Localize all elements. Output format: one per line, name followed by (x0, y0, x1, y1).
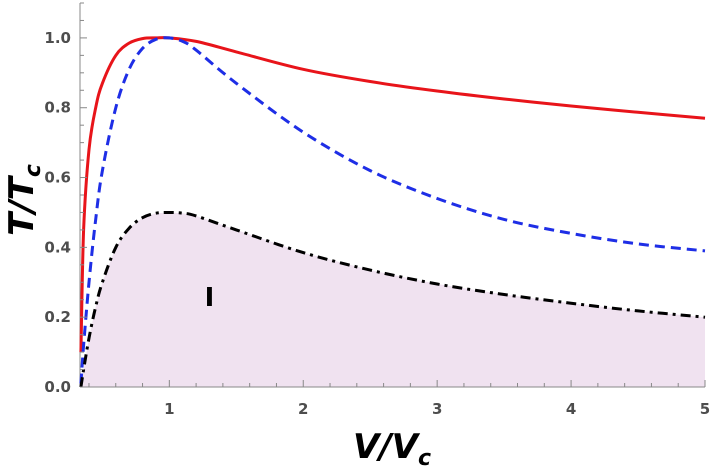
tick-layer: 1 2 3 4 5 0.0 0.2 0.4 0.6 0.8 1.0 (44, 2, 710, 418)
x-tick-label: 1 (164, 400, 174, 418)
series-line-3 (79, 210, 706, 388)
y-tick-label: 1.0 (44, 29, 71, 47)
y-axis-title: T/Tc (2, 164, 46, 236)
shaded-region-layer (80, 212, 705, 387)
y-tick-label: 0.2 (44, 308, 71, 326)
x-tick-label: 5 (700, 400, 710, 418)
annotation-layer: I (205, 283, 215, 313)
y-tick-label: 0.0 (44, 378, 71, 396)
shaded-region-3 (80, 212, 705, 387)
y-tick-label: 0.6 (44, 169, 71, 187)
series-layer (79, 36, 706, 388)
x-axis-title: V/Vc (353, 427, 431, 467)
series-line-2 (79, 36, 706, 384)
x-tick-label: 4 (566, 400, 576, 418)
x-tick-label: 2 (298, 400, 308, 418)
y-tick-label: 0.8 (44, 99, 71, 117)
y-tick-label: 0.4 (44, 238, 71, 256)
x-tick-label: 3 (432, 400, 442, 418)
region-label: I (205, 283, 215, 313)
axis-title-layer: V/Vc T/Tc (2, 164, 431, 467)
